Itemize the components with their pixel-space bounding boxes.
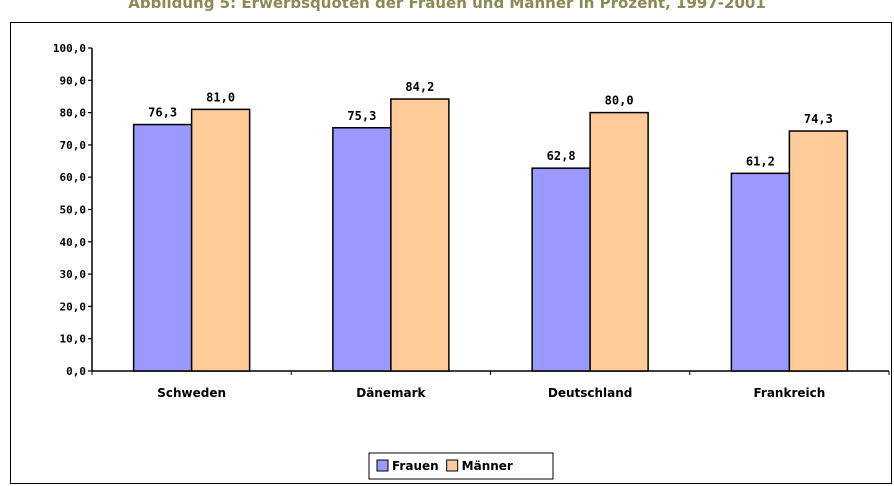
x-tick-label: Schweden [157, 386, 226, 400]
y-tick-label: 60,0 [60, 171, 87, 184]
bar-männer-0 [190, 108, 251, 372]
bar-männer-3 [788, 130, 849, 372]
bar-männer-2 [589, 111, 649, 372]
data-label: 74,3 [804, 112, 833, 126]
y-tick-label: 50,0 [60, 204, 87, 217]
y-tick-label: 0,0 [66, 365, 86, 378]
bar-frauen-2 [531, 167, 591, 372]
data-label: 75,3 [347, 109, 376, 123]
bar-frauen-3 [730, 172, 791, 372]
data-label: 76,3 [148, 106, 177, 120]
data-labels: 76,3 81,0 75,3 84,2 62,8 80,0 61,2 74,3 [148, 80, 833, 168]
bars [132, 98, 849, 372]
data-label: 62,8 [547, 149, 576, 163]
x-tick-label: Dänemark [356, 386, 426, 400]
y-tick-label: 40,0 [60, 236, 87, 249]
data-label: 61,2 [746, 154, 775, 168]
bar-männer-1 [390, 98, 450, 372]
y-tick-label: 10,0 [60, 333, 87, 346]
data-label: 84,2 [405, 80, 434, 94]
y-tick-label: 30,0 [60, 268, 87, 281]
y-tick-label: 20,0 [60, 300, 87, 313]
chart-title: Abbildung 5: Erwerbsquoten der Frauen un… [128, 0, 766, 12]
y-tick-label: 70,0 [60, 139, 87, 152]
bar-frauen-0 [132, 123, 193, 372]
y-tick-label: 90,0 [60, 74, 87, 87]
data-label: 81,0 [206, 90, 235, 104]
legend-label-männer: Männer [462, 459, 513, 473]
bar-chart: 0,0 10,0 20,0 30,0 40,0 50,0 60,0 70,0 80,0 90,0 1… [53, 42, 890, 480]
y-tick-label: 80,0 [60, 107, 87, 120]
y-tick-label: 100,0 [53, 42, 86, 55]
legend-box [368, 452, 554, 480]
legend-swatch-frauen [376, 459, 389, 472]
x-tick-label: Deutschland [548, 386, 633, 400]
legend-label-frauen: Frauen [392, 459, 439, 473]
legend-swatch-männer [446, 459, 459, 472]
bar-frauen-1 [332, 127, 392, 372]
data-label: 80,0 [605, 94, 634, 108]
x-tick-label: Frankreich [753, 386, 825, 400]
chart-frame: 0,0 10,0 20,0 30,0 40,0 50,0 60,0 70,0 80,0 90,0 1… [10, 22, 892, 484]
legend: Frauen Männer [368, 452, 554, 480]
axes: 0,0 10,0 20,0 30,0 40,0 50,0 60,0 70,0 80,0 90,0 1… [53, 42, 890, 400]
